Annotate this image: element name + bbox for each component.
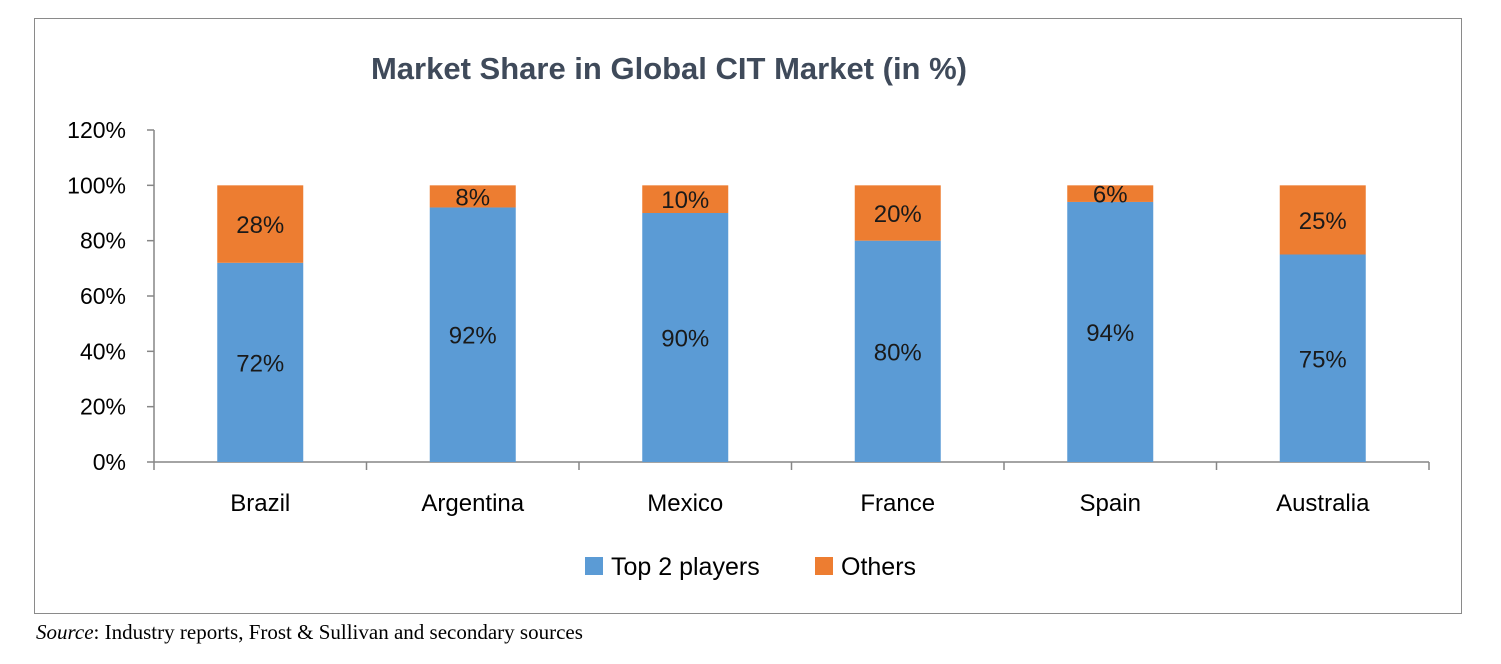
y-tick-label: 80% — [80, 228, 126, 254]
source-text: : Industry reports, Frost & Sullivan and… — [93, 620, 583, 644]
bar-segment-others — [1067, 185, 1154, 202]
y-tick-label: 100% — [67, 172, 126, 198]
data-label: 10% — [661, 187, 709, 214]
data-label: 25% — [1299, 208, 1347, 235]
bar-segment-top-2-players — [1067, 201, 1154, 462]
x-category-label: Brazil — [230, 490, 290, 517]
bar-segment-others — [217, 185, 304, 263]
x-category-label: France — [860, 490, 935, 517]
bar-segment-others — [854, 185, 941, 241]
bar-segment-top-2-players — [642, 213, 729, 462]
bar-segment-others — [642, 185, 729, 213]
source-label: Source — [36, 620, 94, 644]
bar-segment-others — [429, 185, 516, 208]
data-label: 8% — [455, 184, 490, 211]
y-tick-label: 120% — [67, 117, 126, 143]
data-label: 90% — [661, 326, 709, 353]
data-label: 80% — [874, 339, 922, 366]
y-tick-label: 20% — [80, 394, 126, 420]
bar-segment-top-2-players — [1279, 254, 1366, 462]
x-category-label: Australia — [1276, 490, 1370, 517]
chart: Market Share in Global CIT Market (in %)… — [67, 51, 1430, 581]
data-label: 28% — [236, 212, 284, 239]
y-tick-label: 60% — [80, 283, 126, 309]
bars — [217, 185, 1366, 462]
x-category-label: Argentina — [421, 490, 524, 517]
y-tick-label: 0% — [93, 449, 126, 475]
y-tick-label: 40% — [80, 338, 126, 364]
bar-segment-top-2-players — [217, 262, 304, 462]
chart-title: Market Share in Global CIT Market (in %) — [371, 51, 967, 86]
bar-segment-others — [1279, 185, 1366, 255]
x-category-label: Spain — [1080, 490, 1141, 517]
legend-swatch — [585, 557, 603, 575]
legend-swatch — [815, 557, 833, 575]
bar-segment-top-2-players — [854, 240, 941, 462]
x-category-label: Mexico — [647, 490, 723, 517]
bar-segment-top-2-players — [429, 207, 516, 462]
data-label: 75% — [1299, 346, 1347, 373]
axes: 0% 20% 40% 60% 80% 100% 120% Brazil Argentina Mex… — [67, 117, 1430, 517]
data-label: 92% — [449, 323, 497, 350]
data-label: 6% — [1093, 182, 1128, 209]
data-label: 94% — [1086, 320, 1134, 347]
legend: Top 2 players Others — [585, 553, 916, 581]
source-note: Source: Industry reports, Frost & Sulliv… — [36, 620, 583, 645]
data-label: 72% — [236, 350, 284, 377]
data-label: 20% — [874, 201, 922, 228]
chart-frame: Market Share in Global CIT Market (in %)… — [34, 18, 1462, 614]
legend-label: Others — [841, 553, 916, 581]
data-labels: 72% 28% 92% 8% 90% 10% 80% 20% 94% 6% 75% 25% — [236, 182, 1347, 378]
legend-label: Top 2 players — [611, 553, 760, 581]
